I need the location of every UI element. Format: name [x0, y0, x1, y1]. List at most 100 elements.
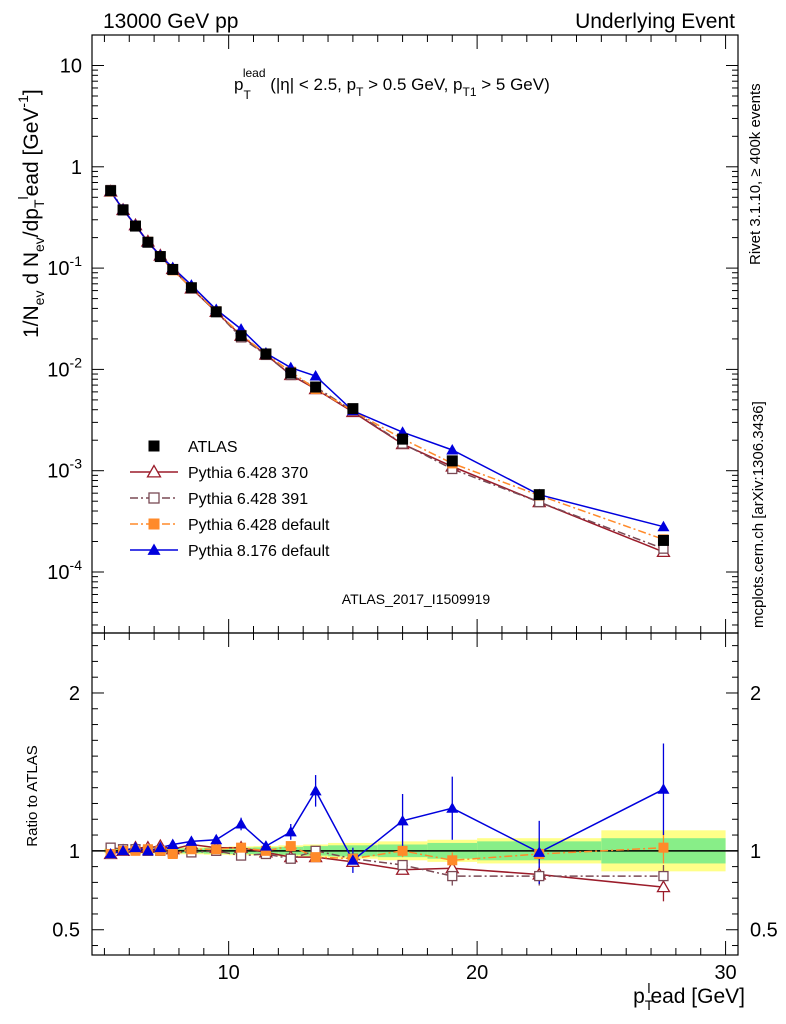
header-right: Underlying Event: [575, 10, 735, 33]
series-line: [109, 191, 664, 541]
legend-item: Pythia 8.176 default: [130, 543, 330, 560]
legend-label: Pythia 6.428 default: [188, 517, 330, 534]
y-tick-label: 10-3: [47, 456, 82, 483]
atlas-point: [105, 185, 117, 197]
header-left: 13000 GeV pp: [103, 10, 238, 33]
ratio-point: [236, 842, 247, 853]
legend-marker: [148, 492, 160, 504]
ratio-y-tick-label-right: 2: [750, 683, 761, 705]
mc-point: [309, 370, 322, 381]
ratio-point: [397, 859, 408, 871]
ratio-point: [154, 841, 167, 853]
mc-point: [446, 444, 459, 455]
ratio-point: [533, 846, 546, 857]
ratio-series: [103, 743, 671, 902]
ratio-y-tick-label: 1: [69, 841, 80, 863]
main-x-ticks: [103, 35, 727, 633]
atlas-point: [235, 330, 247, 342]
legend-item: Pythia 6.428 default: [130, 517, 330, 534]
y-tick-label: 10-4: [47, 557, 82, 584]
x-axis-label: pTlead [GeV]: [633, 980, 745, 1013]
ratio-point: [167, 848, 178, 859]
ratio-point: [447, 855, 458, 866]
legend-marker: [147, 543, 161, 555]
ratio-point: [185, 835, 198, 846]
atlas-point: [310, 381, 322, 393]
atlas-point: [285, 367, 297, 379]
atlas-point: [117, 204, 129, 216]
ratio-point: [117, 844, 130, 856]
ratio-point: [141, 844, 154, 856]
ratio-point: [210, 833, 223, 845]
y-tick-label: 10-1: [47, 253, 82, 280]
atlas-point: [446, 455, 458, 467]
legend-label: Pythia 6.428 391: [188, 491, 308, 508]
atlas-point: [533, 489, 545, 501]
legend-item: ATLAS: [148, 439, 238, 456]
ratio-point: [129, 841, 142, 853]
x-tick-label: 30: [714, 962, 736, 984]
ratio-point: [166, 838, 179, 850]
ratio-point: [397, 845, 408, 856]
main-title: pTlead (|η| < 2.5, pT > 0.5 GeV, pT1 > 5…: [234, 66, 550, 102]
atlas-point: [142, 236, 154, 248]
watermark: ATLAS_2017_I1509919: [342, 591, 491, 607]
ratio-point: [658, 870, 669, 882]
mc-point: [657, 520, 670, 532]
ratio-point: [310, 852, 321, 863]
ratio-point: [346, 854, 359, 865]
ratio-point: [259, 840, 272, 851]
ratio-point: [309, 784, 322, 796]
ratio-point: [534, 870, 545, 882]
atlas-point: [347, 403, 359, 415]
legend-item: Pythia 6.428 370: [130, 464, 308, 482]
atlas-point: [397, 433, 409, 445]
ratio-y-tick-label: 2: [69, 683, 80, 705]
main-y-ticks: 10-4 10-3 10-2 10-1 1 10: [47, 34, 738, 626]
x-tick-label: 10: [218, 962, 240, 984]
ratio-point: [284, 825, 297, 837]
legend-marker: [148, 518, 160, 530]
legend-item: Pythia 6.428 391: [130, 491, 308, 508]
atlas-point: [167, 263, 179, 275]
ratio-point: [211, 844, 222, 855]
mcplots-label: mcplots.cern.ch [arXiv:1306.3436]: [750, 401, 767, 628]
atlas-point: [210, 306, 222, 318]
atlas-point: [260, 348, 272, 360]
ratio-panel: 10 20 30 0.5 0.5 1 1 2 2 Ratio to ATLAS pTlead […: [24, 632, 778, 1013]
ratio-point: [285, 853, 296, 864]
ratio-y-label: Ratio to ATLAS: [24, 745, 41, 846]
main-panel: 10-4 10-3 10-2 10-1 1 10 pTlead (|η| < 2.5, p…: [15, 34, 739, 634]
atlas-point: [185, 282, 197, 294]
legend-marker: [146, 464, 162, 478]
atlas-point: [129, 220, 141, 232]
ratio-point: [657, 783, 670, 794]
ratio-y-tick-label: 0.5: [52, 920, 80, 942]
ratio-point: [260, 845, 271, 856]
ratio-y-tick-label-right: 0.5: [750, 920, 778, 942]
main-y-label: 1/Nev d Nev/dpTlead [GeV-1]: [15, 89, 47, 338]
ratio-frame: [91, 632, 739, 956]
x-tick-label: 20: [466, 962, 488, 984]
legend-marker: [148, 440, 160, 452]
ratio-ticks: 10 20 30 0.5 0.5 1 1 2 2: [52, 633, 778, 984]
ratio-point: [446, 802, 459, 813]
ratio-point: [285, 841, 296, 852]
legend-label: Pythia 8.176 default: [188, 543, 330, 560]
ratio-point: [186, 844, 197, 855]
main-series: [103, 184, 671, 558]
rivet-label: Rivet 3.1.10, ≥ 400k events: [747, 83, 764, 265]
ratio-y-tick-label-right: 1: [750, 841, 761, 863]
atlas-point: [657, 534, 669, 546]
y-tick-label: 1: [71, 157, 82, 179]
y-tick-label: 10-2: [47, 354, 82, 381]
y-tick-label: 10: [60, 55, 82, 77]
ratio-point: [656, 879, 671, 893]
legend-label: ATLAS: [188, 439, 238, 456]
ratio-point: [447, 870, 458, 882]
ratio-point: [104, 847, 117, 859]
legend-label: Pythia 6.428 370: [188, 465, 308, 482]
atlas-point: [154, 251, 166, 263]
ratio-point: [396, 814, 409, 826]
